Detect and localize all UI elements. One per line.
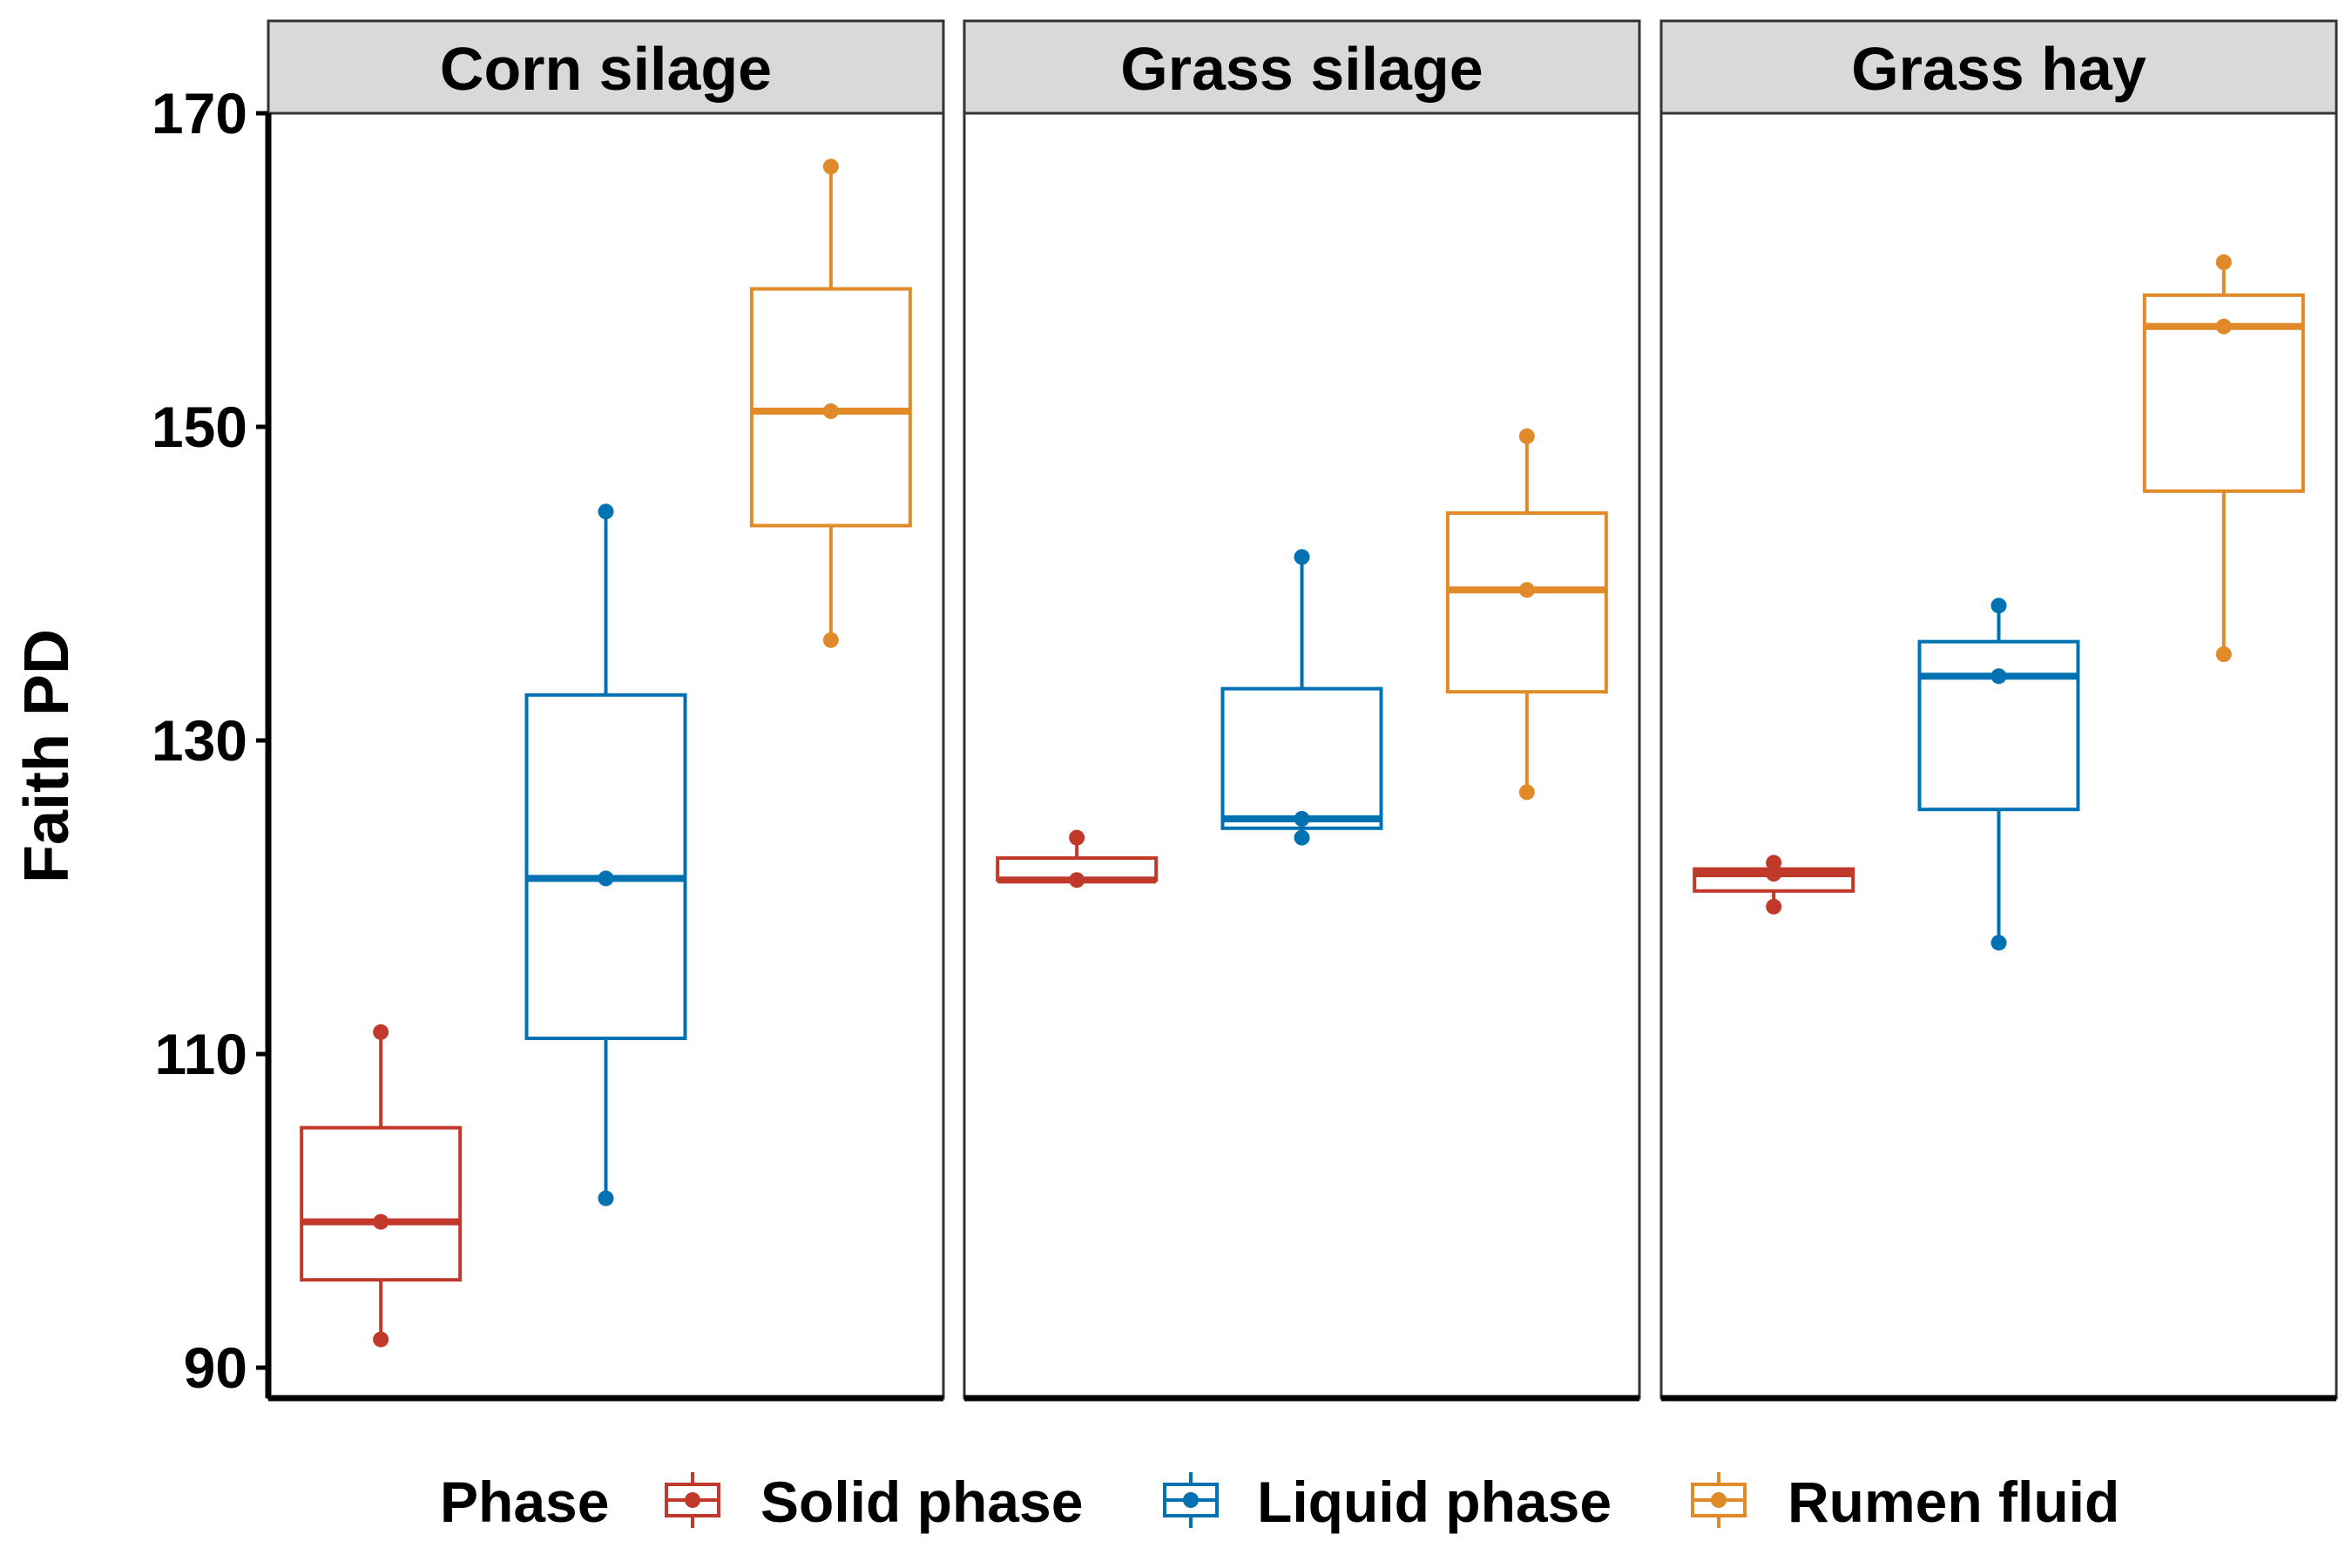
panel-border — [963, 112, 1641, 1400]
y-tick-label: 90 — [184, 1335, 247, 1400]
data-point — [598, 504, 614, 520]
data-point — [1294, 549, 1310, 565]
box-iqr — [749, 287, 912, 528]
data-point — [1518, 784, 1535, 801]
box-iqr — [300, 1125, 463, 1282]
y-tick-label: 170 — [152, 81, 247, 145]
data-point — [822, 159, 839, 175]
box-iqr — [1220, 686, 1383, 830]
y-tick-label: 110 — [155, 1022, 247, 1086]
legend-label: Liquid phase — [1257, 1470, 1612, 1534]
data-point — [2215, 318, 2232, 335]
panel: Grass hay — [1659, 19, 2338, 1402]
legend-key-point — [1183, 1492, 1199, 1508]
data-point — [1766, 898, 1782, 915]
data-point — [598, 870, 614, 887]
data-point — [1766, 855, 1782, 871]
data-point — [1766, 866, 1782, 882]
facet-strip — [963, 19, 1641, 115]
facet-title: Grass hay — [1851, 35, 2146, 103]
panel: Grass silage — [963, 19, 1641, 1402]
legend-label: Rumen fluid — [1788, 1470, 2119, 1534]
data-point — [1294, 811, 1310, 827]
box — [996, 829, 1159, 889]
box — [524, 504, 687, 1206]
data-point — [1069, 872, 1085, 889]
data-point — [1990, 598, 2007, 614]
legend-title: Phase — [440, 1470, 609, 1534]
facet-title: Corn silage — [440, 35, 772, 103]
data-point — [2215, 254, 2232, 270]
data-point — [1990, 935, 2007, 951]
legend-key — [665, 1472, 720, 1528]
legend-key — [1163, 1472, 1219, 1528]
facet-strip — [1659, 19, 2338, 115]
data-point — [1990, 668, 2007, 685]
legend-key-point — [685, 1492, 700, 1508]
legend: Phase Solid phase Liquid phase Rumen fluid — [440, 1470, 2119, 1534]
y-axis: 90 110 130 150 170 — [152, 81, 272, 1400]
box — [1917, 598, 2080, 951]
data-point — [598, 1190, 614, 1206]
y-tick-label: 150 — [152, 395, 247, 459]
data-point — [1518, 428, 1535, 444]
legend-key-point — [1711, 1492, 1727, 1508]
data-point — [822, 632, 839, 648]
y-tick-label: 130 — [152, 708, 247, 773]
legend-key — [1691, 1472, 1747, 1528]
y-axis-label: Faith PD — [12, 629, 82, 883]
facet-strip — [267, 19, 945, 115]
box — [1445, 428, 1608, 801]
panels: Corn silage Grass silage Grass hay — [267, 19, 2338, 1402]
data-point — [822, 403, 839, 419]
panel: Corn silage — [267, 19, 945, 1402]
data-point — [373, 1024, 389, 1040]
data-point — [2215, 646, 2232, 662]
box-iqr — [1917, 639, 2080, 812]
facet-title: Grass silage — [1120, 35, 1483, 103]
panel-border — [1659, 112, 2338, 1400]
box — [1220, 549, 1383, 846]
box — [300, 1024, 463, 1348]
data-point — [1069, 829, 1085, 846]
box — [749, 159, 912, 648]
data-point — [373, 1213, 389, 1230]
data-point — [1294, 829, 1310, 846]
box-iqr — [524, 693, 687, 1040]
data-point — [373, 1331, 389, 1348]
data-point — [1518, 582, 1535, 598]
box-iqr — [2142, 293, 2305, 493]
legend-label: Solid phase — [760, 1470, 1083, 1534]
box-iqr — [1445, 511, 1608, 694]
box — [1693, 855, 1855, 915]
box — [2142, 254, 2305, 662]
